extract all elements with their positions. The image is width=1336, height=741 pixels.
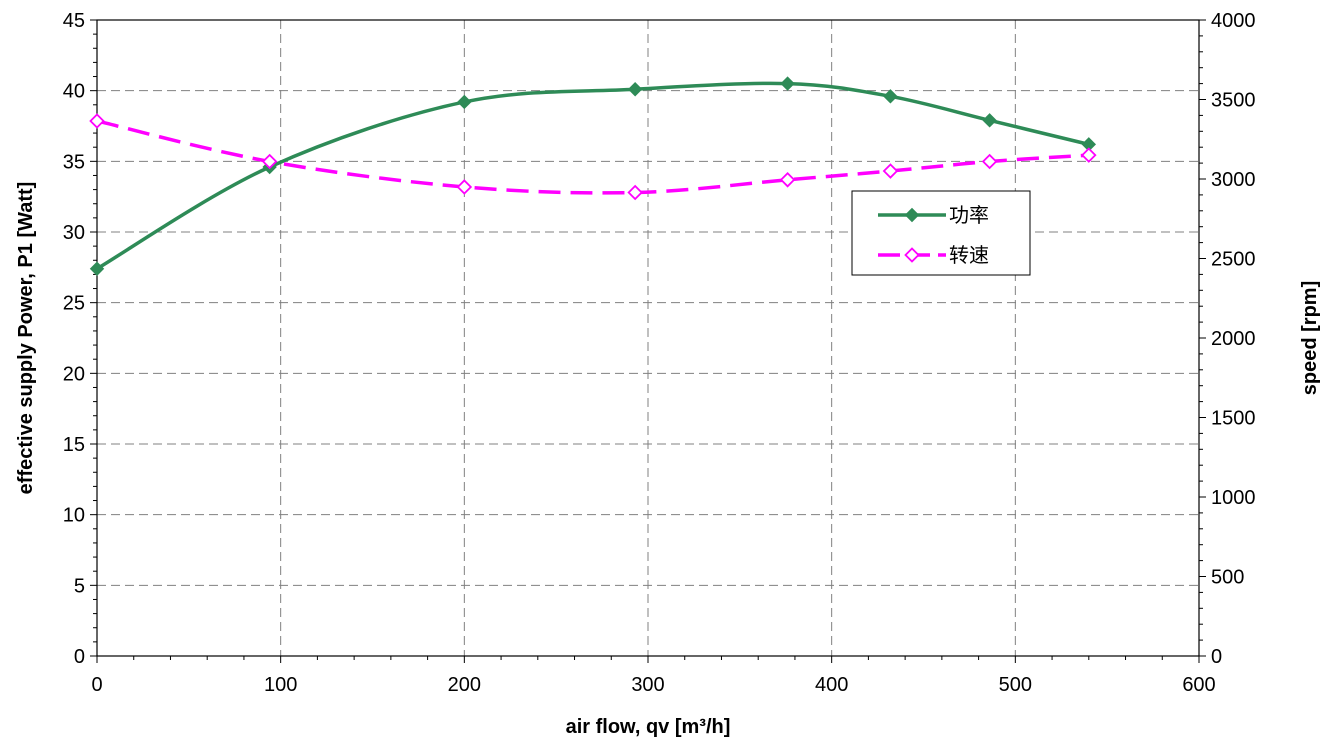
series-1-point	[883, 89, 898, 104]
y-right-tick-label: 2000	[1211, 328, 1256, 350]
series	[89, 76, 1097, 276]
x-tick-label: 0	[91, 674, 102, 696]
x-tick-label: 600	[1182, 674, 1215, 696]
legend-marker	[904, 207, 920, 223]
series-1-point	[982, 113, 997, 128]
x-axis-title: air flow, qv [m³/h]	[566, 716, 731, 738]
series-2-point	[779, 172, 796, 188]
x-tick-label: 100	[264, 674, 297, 696]
series-2-point	[627, 184, 643, 201]
y-right-tick-label: 3500	[1211, 90, 1256, 112]
y-left-tick-label: 35	[63, 151, 85, 173]
series-1-point	[457, 94, 472, 110]
y-right-tick-label: 1000	[1211, 487, 1256, 509]
x-tick-label: 200	[448, 674, 481, 696]
y-left-tick-label: 5	[74, 575, 85, 597]
series-1-point	[89, 261, 105, 276]
legend-marker	[904, 247, 920, 263]
y-left-tick-label: 30	[63, 222, 85, 244]
legend-label: 功率	[949, 203, 989, 227]
y-right-tick-label: 1500	[1211, 408, 1256, 430]
legend-box	[851, 190, 1031, 276]
x-tick-label: 500	[999, 674, 1032, 696]
series-2-point	[89, 113, 105, 129]
y-left-tick-label: 15	[63, 434, 85, 456]
series-2-point	[1081, 147, 1097, 163]
y-left-tick-label: 40	[63, 81, 85, 103]
y-right-tick-label: 4000	[1211, 10, 1256, 32]
y-left-tick-label: 20	[63, 363, 85, 385]
x-tick-label: 300	[631, 674, 664, 696]
series-line-2	[96, 119, 1089, 195]
series-1-point	[780, 76, 795, 91]
y-left-tick-label: 10	[63, 505, 85, 527]
series-2-point	[981, 153, 998, 170]
y-left-axis-title: effective supply Power, P1 [Watt]	[15, 182, 37, 495]
legend-label: 转速	[949, 243, 989, 267]
y-right-axis-title: speed [rpm]	[1299, 281, 1321, 395]
x-tick-label: 400	[815, 674, 848, 696]
tick-labels: 0 100 200 300 400 500 600 0 5 10 15 20 25 30 35 40 45 0 50…	[63, 10, 1256, 696]
y-left-tick-label: 0	[74, 646, 85, 668]
y-left-tick-label: 25	[63, 293, 85, 315]
y-left-tick-label: 45	[63, 10, 85, 32]
series-2-point	[456, 179, 473, 195]
y-right-tick-label: 3000	[1211, 169, 1256, 191]
series-2-point	[261, 153, 278, 170]
grid	[97, 20, 1199, 656]
y-right-tick-label: 2500	[1211, 249, 1256, 271]
series-2-point	[882, 163, 899, 179]
ticks	[90, 19, 1206, 663]
y-right-tick-label: 0	[1211, 646, 1222, 668]
y-right-tick-label: 500	[1211, 567, 1244, 589]
series-1-point	[627, 82, 643, 97]
